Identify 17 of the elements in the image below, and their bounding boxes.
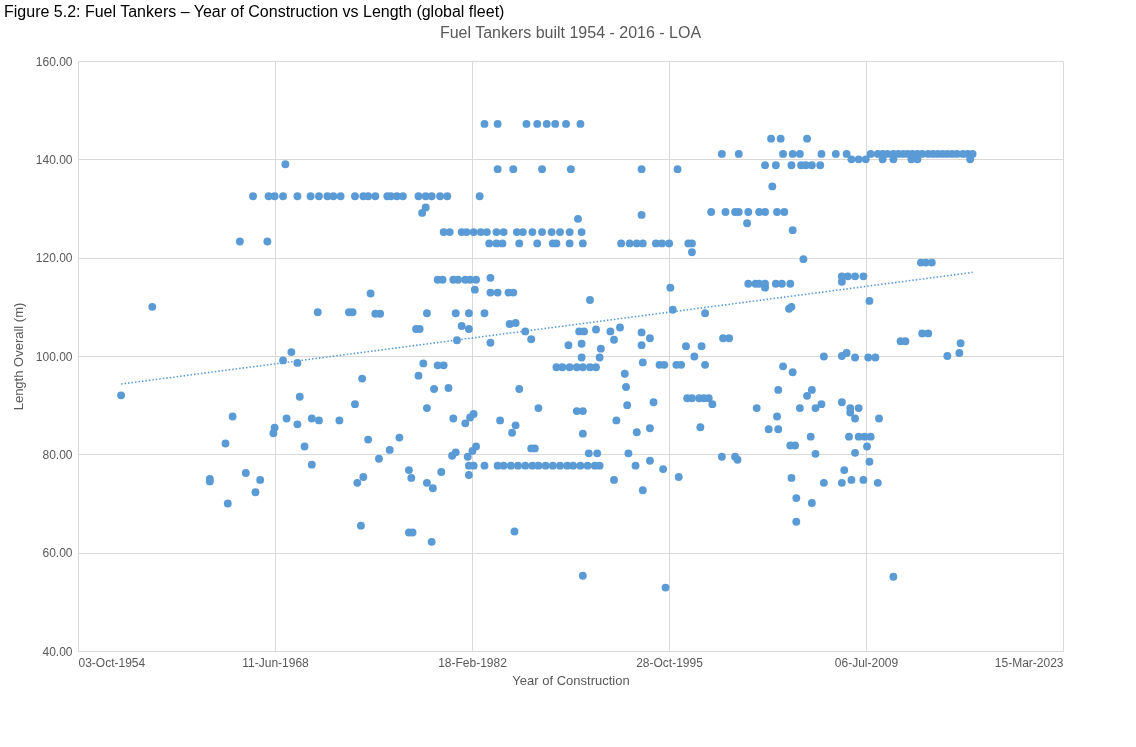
x-tick-label: 11-Jun-1968 xyxy=(242,655,310,670)
x-tick-label: 03-Oct-1954 xyxy=(78,655,146,670)
y-tick-label: 160.00 xyxy=(35,54,73,69)
caption: Figure 5.2: Fuel Tankers – Year of Construction vs Length (global fleet) xyxy=(3,2,506,21)
x-tick-label: 18-Feb-1982 xyxy=(438,655,508,670)
y-tick-label: 140.00 xyxy=(35,152,73,167)
y-tick-label: 40.00 xyxy=(42,644,73,659)
x-tick-label: 15-Mar-2023 xyxy=(994,655,1064,670)
y-tick-label: 120.00 xyxy=(35,251,73,266)
x-axis-title: Year of Construction xyxy=(512,672,630,688)
x-tick-label: 06-Jul-2009 xyxy=(834,655,899,670)
y-tick-label: 80.00 xyxy=(42,447,73,462)
y-tick-label: 60.00 xyxy=(42,546,73,561)
y-tick-label: 100.00 xyxy=(35,349,73,364)
y-axis-title: Length Overall (m) xyxy=(10,302,26,411)
x-tick-label: 28-Oct-1995 xyxy=(636,655,704,670)
chart-title: Fuel Tankers built 1954 - 2016 - LOA xyxy=(439,24,702,41)
